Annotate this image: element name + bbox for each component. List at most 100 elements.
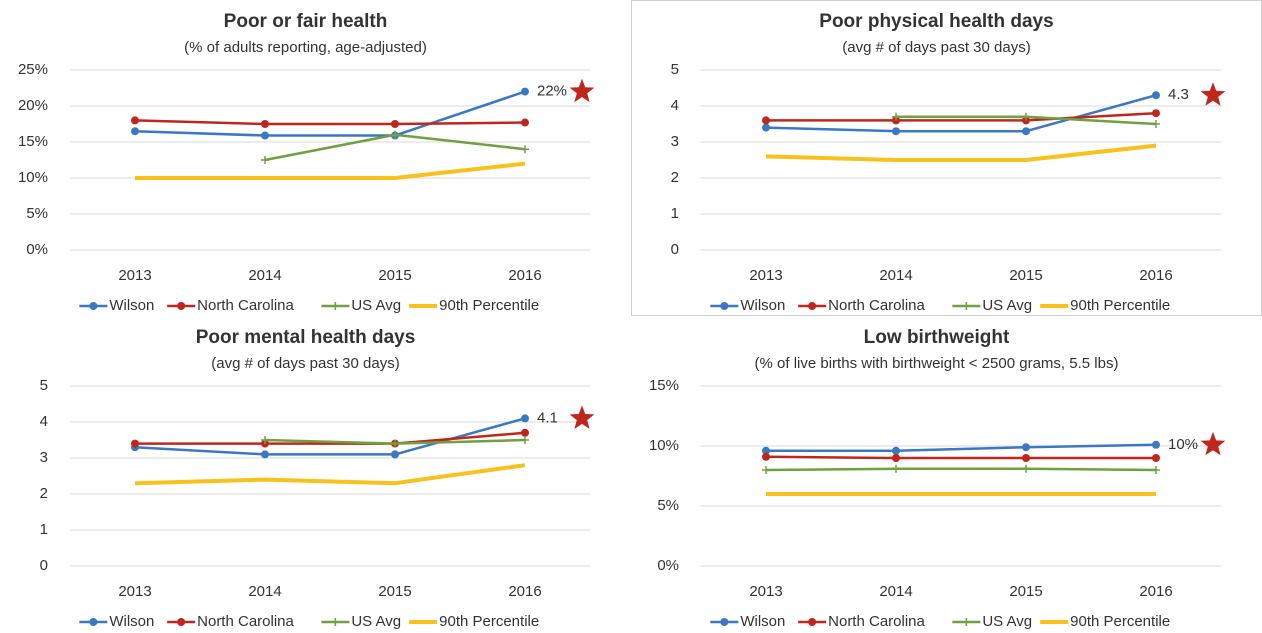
y-tick-label: 3 bbox=[40, 449, 48, 466]
series-line bbox=[135, 431, 526, 445]
data-label: 22% bbox=[537, 83, 567, 100]
x-tick-label: 2014 bbox=[879, 583, 912, 600]
y-tick-label: 5 bbox=[40, 377, 48, 394]
legend-marker bbox=[89, 618, 98, 626]
series-line bbox=[765, 467, 1157, 472]
y-tick-label: 1 bbox=[40, 521, 48, 538]
legend-marker bbox=[89, 302, 98, 310]
point bbox=[1022, 127, 1030, 136]
point bbox=[1022, 454, 1030, 462]
y-tick-label: 10% bbox=[649, 437, 679, 454]
y-tick-label: 4 bbox=[40, 413, 48, 430]
legend-marker bbox=[962, 618, 971, 626]
point bbox=[762, 452, 770, 461]
y-tick-label: 0% bbox=[26, 241, 48, 258]
point bbox=[892, 446, 900, 455]
x-tick-label: 2014 bbox=[879, 267, 912, 284]
y-tick-label: 5 bbox=[671, 61, 679, 78]
chart-title: Low birthweight bbox=[864, 327, 1010, 348]
star-icon bbox=[569, 78, 595, 103]
series-line bbox=[134, 90, 526, 137]
point bbox=[1152, 109, 1160, 118]
point bbox=[892, 454, 900, 462]
point bbox=[1152, 91, 1160, 100]
data-label: 10% bbox=[1168, 436, 1198, 453]
y-tick-label: 0% bbox=[657, 557, 679, 574]
point bbox=[1022, 443, 1030, 452]
y-tick-label: 5% bbox=[26, 205, 48, 222]
chart-subtitle: (% of adults reporting, age-adjusted) bbox=[184, 39, 427, 56]
legend-label: US Avg bbox=[982, 613, 1032, 630]
point bbox=[521, 118, 529, 127]
series-line bbox=[134, 417, 526, 456]
legend-marker bbox=[177, 302, 186, 310]
legend-label: 90th Percentile bbox=[439, 297, 539, 314]
x-tick-label: 2015 bbox=[378, 583, 411, 600]
point bbox=[1152, 440, 1160, 449]
point bbox=[391, 439, 399, 448]
x-tick-label: 2013 bbox=[118, 583, 151, 600]
legend-label: Wilson bbox=[109, 613, 154, 630]
star-icon bbox=[1200, 431, 1226, 456]
point bbox=[261, 120, 269, 128]
legend-label: North Carolina bbox=[197, 613, 294, 630]
x-tick-label: 2015 bbox=[1009, 267, 1042, 284]
point bbox=[1022, 464, 1030, 473]
legend-marker bbox=[331, 618, 340, 626]
y-tick-label: 0 bbox=[671, 241, 679, 258]
x-tick-label: 2013 bbox=[749, 267, 782, 284]
point bbox=[261, 156, 269, 164]
legend-label: US Avg bbox=[351, 297, 401, 314]
legend-label: Wilson bbox=[109, 297, 154, 314]
legend-label: North Carolina bbox=[828, 613, 925, 630]
x-tick-label: 2014 bbox=[248, 267, 281, 284]
y-tick-label: 5% bbox=[657, 497, 679, 514]
series-line bbox=[134, 463, 526, 486]
x-tick-label: 2013 bbox=[118, 267, 151, 284]
legend-label: 90th Percentile bbox=[439, 613, 539, 630]
y-tick-label: 3 bbox=[671, 133, 679, 150]
point bbox=[521, 414, 529, 423]
legend-marker bbox=[720, 618, 729, 626]
point bbox=[391, 130, 399, 139]
point bbox=[1152, 454, 1160, 462]
legend-marker bbox=[962, 302, 971, 310]
legend-label: Wilson bbox=[740, 297, 785, 314]
point bbox=[521, 87, 529, 96]
series-line bbox=[765, 455, 1156, 460]
legend-marker bbox=[331, 302, 340, 310]
legend-marker bbox=[720, 302, 729, 310]
x-tick-label: 2015 bbox=[1009, 583, 1042, 600]
series-line bbox=[765, 143, 1157, 162]
legend-label: 90th Percentile bbox=[1070, 297, 1170, 314]
x-tick-label: 2016 bbox=[508, 267, 541, 284]
point bbox=[762, 116, 770, 125]
x-tick-label: 2016 bbox=[508, 583, 541, 600]
chart-subtitle: (avg # of days past 30 days) bbox=[842, 39, 1030, 56]
point bbox=[1152, 120, 1160, 128]
legend-label: US Avg bbox=[351, 613, 401, 630]
y-tick-label: 2 bbox=[671, 169, 679, 186]
chart-title: Poor physical health days bbox=[819, 11, 1053, 32]
legend-marker bbox=[808, 302, 817, 310]
point bbox=[762, 446, 770, 455]
chart-title: Poor or fair health bbox=[224, 11, 388, 32]
y-tick-label: 0 bbox=[40, 557, 48, 574]
point bbox=[1152, 466, 1160, 474]
x-tick-label: 2013 bbox=[749, 583, 782, 600]
point bbox=[892, 464, 900, 473]
chart-subtitle: (avg # of days past 30 days) bbox=[211, 355, 399, 372]
x-tick-label: 2015 bbox=[378, 267, 411, 284]
x-tick-label: 2016 bbox=[1139, 267, 1172, 284]
legend-label: North Carolina bbox=[197, 297, 294, 314]
legend-label: Wilson bbox=[740, 613, 785, 630]
point bbox=[391, 450, 399, 459]
data-label: 4.3 bbox=[1168, 86, 1189, 103]
point bbox=[261, 131, 269, 140]
y-tick-label: 15% bbox=[649, 377, 679, 394]
point bbox=[1022, 112, 1030, 121]
legend-label: US Avg bbox=[982, 297, 1032, 314]
x-tick-label: 2016 bbox=[1139, 583, 1172, 600]
x-tick-label: 2014 bbox=[248, 583, 281, 600]
